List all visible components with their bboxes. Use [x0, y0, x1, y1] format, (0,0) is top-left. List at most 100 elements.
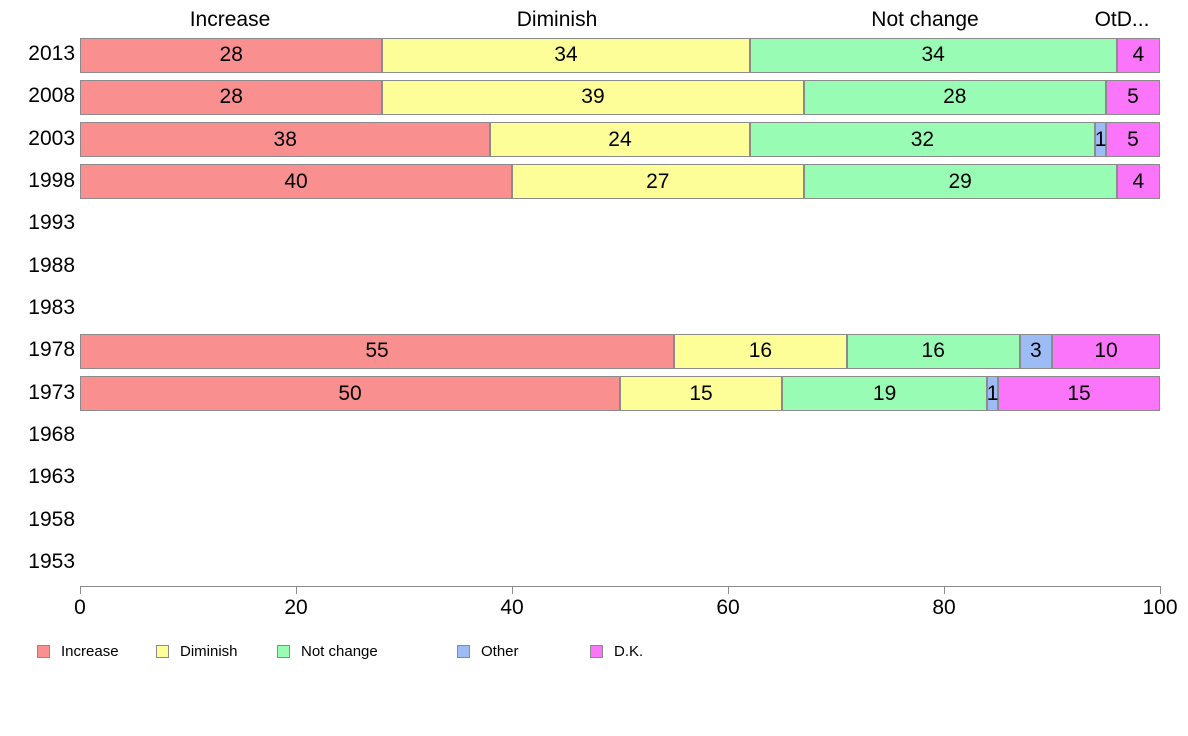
legend-swatch [457, 645, 470, 658]
legend-label: Increase [61, 643, 119, 660]
y-axis-label: 1988 [28, 253, 75, 277]
bar-segment: 29 [803, 164, 1117, 200]
bar-segment: 34 [749, 37, 1117, 73]
bar-segment: 15 [998, 376, 1160, 412]
segment-value: 24 [608, 127, 632, 151]
segment-value: 1 [986, 381, 999, 405]
segment-value: 34 [554, 43, 578, 66]
bar-segment: 50 [80, 376, 620, 412]
legend-swatch [277, 645, 290, 658]
bar-row: 50 15 19 1 15 [80, 376, 1160, 412]
bar-segment: 27 [512, 164, 804, 200]
y-axis-label: 1953 [28, 549, 75, 573]
y-axis-label: 1968 [28, 422, 75, 446]
bar-segment: 3 [1019, 333, 1052, 369]
bar-segment: 39 [382, 79, 804, 115]
legend-label: Other [481, 643, 519, 660]
legend-swatch [156, 645, 169, 658]
segment-value: 32 [910, 127, 935, 151]
bar-row: 28 39 28 5 [80, 79, 1160, 115]
bar-row: 38 24 32 1 5 [80, 122, 1160, 158]
x-axis-tick-label: 60 [716, 596, 740, 619]
segment-value: 28 [219, 85, 243, 109]
segment-value: 5 [1127, 127, 1139, 151]
bar-segment: 55 [80, 333, 674, 369]
column-header: Increase [189, 8, 271, 31]
bar-segment: 4 [1116, 164, 1160, 200]
bar-segment: 1 [1094, 122, 1107, 158]
y-axis-label: 2008 [28, 84, 75, 108]
column-header: OtD... [1094, 8, 1150, 31]
legend-item: Diminish [156, 643, 238, 660]
segment-value: 1 [1094, 127, 1107, 151]
segment-value: 16 [748, 339, 773, 363]
legend-item: D.K. [590, 643, 643, 660]
segment-value: 4 [1132, 169, 1145, 193]
legend-label: D.K. [614, 643, 644, 660]
bar-segment: 16 [674, 333, 847, 369]
y-axis-label: 1963 [28, 465, 75, 489]
bar-segment: 1 [986, 376, 999, 412]
segment-value: 38 [273, 127, 297, 151]
x-axis-tick-label: 100 [1142, 596, 1178, 619]
y-axis-label: 1973 [28, 380, 75, 404]
bar-segment: 24 [490, 122, 750, 158]
x-axis-tick-label: 20 [284, 596, 308, 619]
y-axis-label: 2003 [28, 126, 75, 150]
segment-value: 55 [365, 339, 389, 363]
bar-row: 40 27 29 4 [80, 164, 1160, 200]
x-axis-tick [944, 586, 945, 594]
legend-swatch [590, 645, 603, 658]
legend-label: Diminish [180, 643, 238, 660]
y-axis-label: 1983 [28, 295, 75, 319]
x-axis-tick-label: 40 [500, 596, 524, 619]
x-axis-tick-label: 0 [74, 596, 86, 619]
x-axis-tick [728, 586, 729, 594]
segment-value: 28 [943, 85, 967, 109]
x-axis-tick [512, 586, 513, 594]
legend-swatch [37, 645, 50, 658]
segment-value: 50 [338, 381, 362, 405]
segment-value: 19 [872, 381, 897, 405]
legend-item: Increase [37, 643, 119, 660]
bar-row: 28 34 34 4 [80, 37, 1160, 73]
x-axis-tick-label: 80 [932, 596, 956, 619]
column-header: Diminish [516, 8, 598, 31]
segment-value: 5 [1127, 85, 1139, 109]
y-axis-label: 1998 [28, 168, 75, 192]
y-axis-label: 1958 [28, 507, 75, 531]
y-axis-label: 1978 [28, 338, 75, 362]
y-axis-label: 2013 [28, 42, 75, 65]
segment-value: 4 [1132, 43, 1145, 66]
segment-value: 29 [948, 169, 972, 193]
bar-segment: 34 [382, 37, 750, 73]
segment-value: 15 [689, 381, 713, 405]
bar-segment: 19 [782, 376, 988, 412]
legend-label: Not change [301, 643, 378, 660]
legend-item: Not change [277, 643, 378, 660]
x-axis-tick [1160, 586, 1161, 594]
bar-segment: 5 [1106, 79, 1160, 115]
column-header: Not change [871, 8, 979, 31]
segment-value: 16 [921, 339, 945, 363]
bar-segment: 15 [620, 376, 782, 412]
legend-item: Other [457, 643, 519, 660]
bar-segment: 28 [80, 37, 383, 73]
bar-segment: 38 [80, 122, 491, 158]
x-axis-tick [80, 586, 81, 594]
bar-segment: 4 [1116, 37, 1160, 73]
segment-value: 40 [284, 169, 308, 193]
bar-segment: 32 [749, 122, 1096, 158]
y-axis-label: 1993 [28, 211, 75, 235]
x-axis-tick [296, 586, 297, 594]
bar-segment: 40 [80, 164, 512, 200]
segment-value: 39 [581, 85, 605, 109]
segment-value: 28 [219, 43, 243, 66]
x-axis-line [80, 586, 1161, 587]
bar-segment: 28 [803, 79, 1106, 115]
bar-segment: 5 [1106, 122, 1160, 158]
segment-value: 3 [1029, 339, 1042, 363]
segment-value: 15 [1067, 381, 1091, 405]
bar-segment: 16 [846, 333, 1020, 369]
